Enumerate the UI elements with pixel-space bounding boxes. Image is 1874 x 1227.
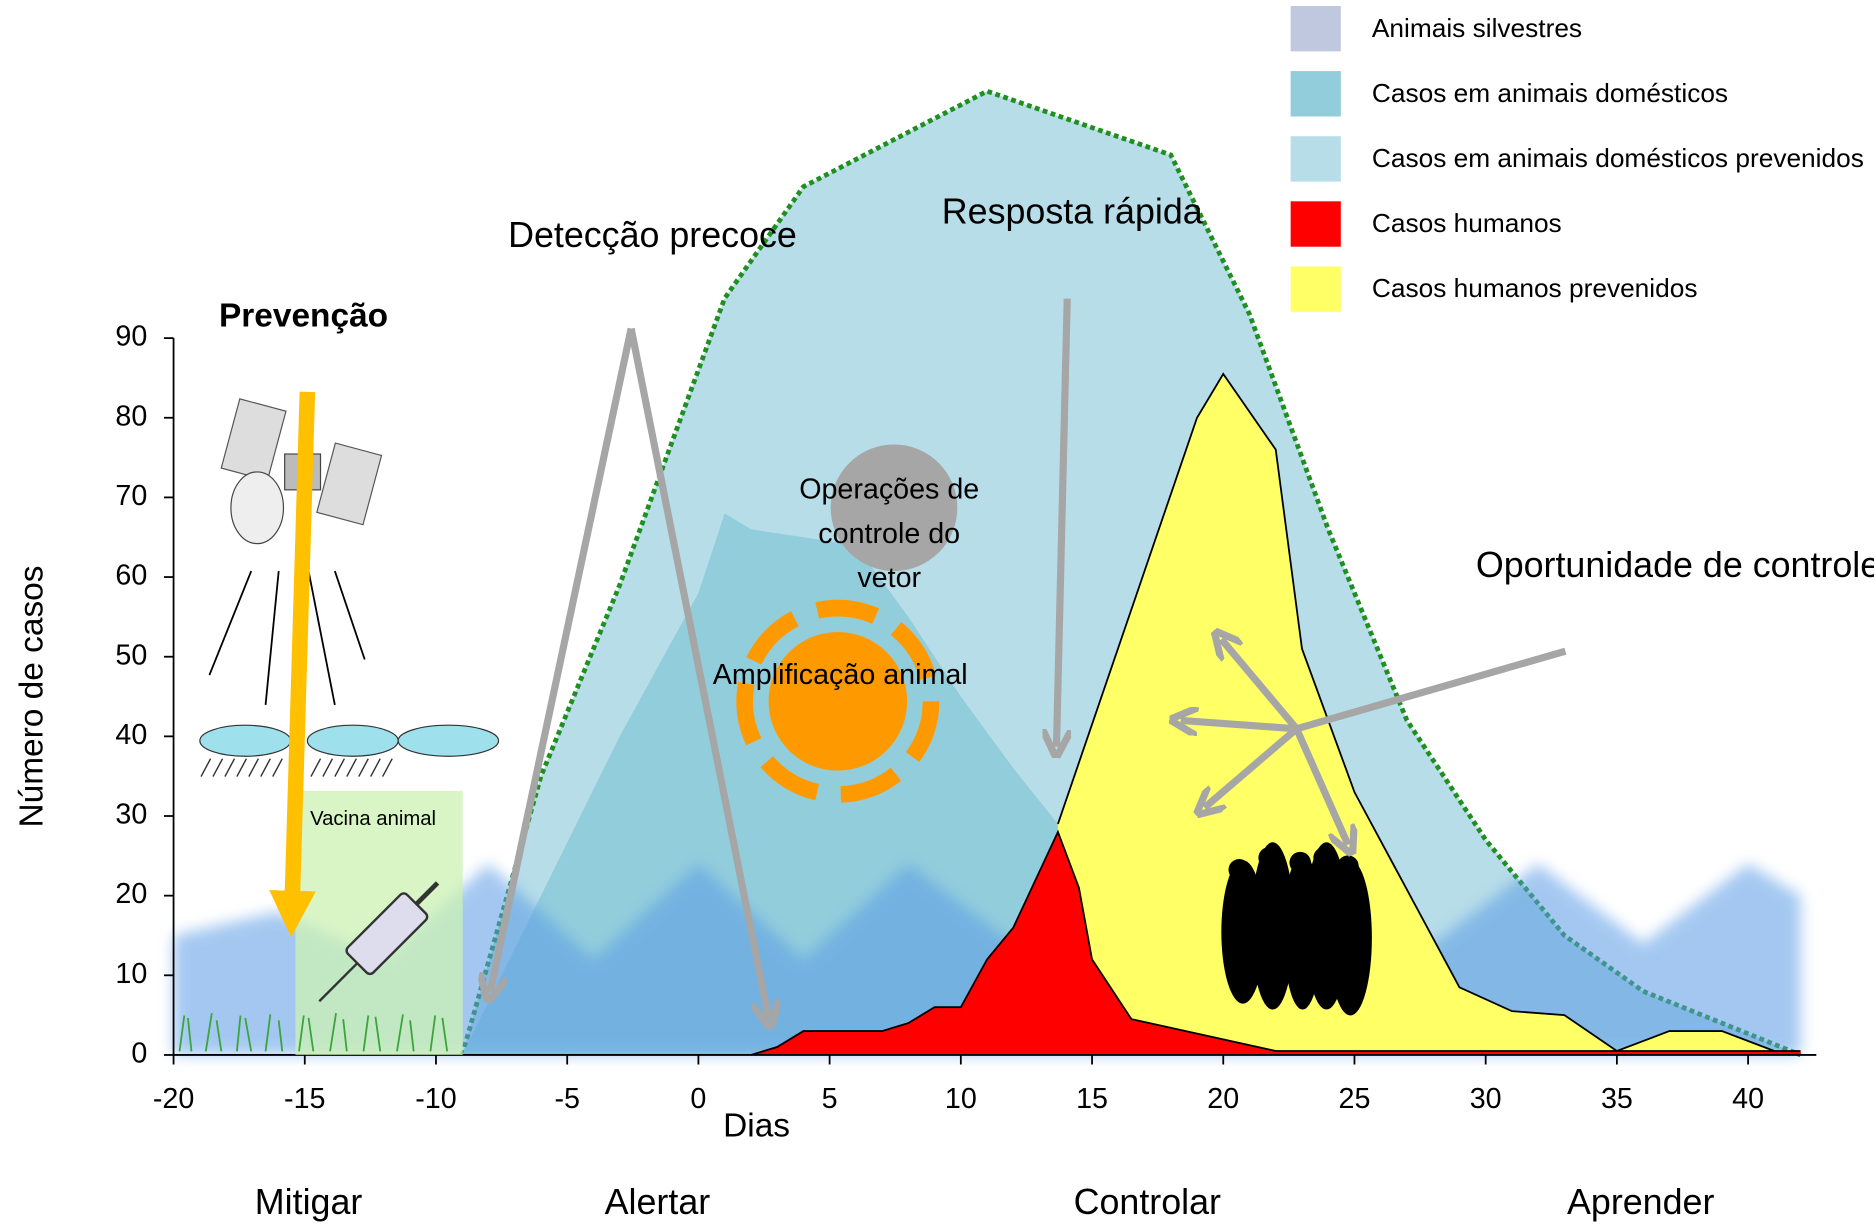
annotation: Amplificação animal — [713, 659, 968, 691]
signal-lines — [209, 571, 364, 705]
annotation: Operações de — [799, 474, 979, 506]
legend-swatch — [1291, 266, 1341, 311]
x-tick-label: 20 — [1207, 1083, 1239, 1115]
x-tick-label: 40 — [1732, 1083, 1764, 1115]
x-tick-label: 10 — [945, 1083, 977, 1115]
legend-swatch — [1291, 136, 1341, 181]
y-tick-label: 90 — [115, 321, 147, 353]
y-tick-label: 0 — [131, 1038, 147, 1070]
y-tick-label: 40 — [115, 719, 147, 751]
y-tick-label: 60 — [115, 560, 147, 592]
x-tick-label: 0 — [690, 1083, 706, 1115]
people — [1221, 842, 1372, 1015]
x-tick-label: -15 — [284, 1083, 325, 1115]
y-tick-label: 70 — [115, 480, 147, 512]
phase-label: Aprender — [1567, 1182, 1714, 1222]
phase-label: Controlar — [1074, 1182, 1221, 1222]
legend-label: Animais silvestres — [1372, 13, 1582, 43]
legend-label: Casos em animais domésticos prevenidos — [1372, 143, 1864, 173]
y-tick-label: 10 — [115, 958, 147, 990]
legend-swatch — [1291, 6, 1341, 51]
legend-label: Casos humanos — [1372, 208, 1562, 238]
legend-label: Casos humanos prevenidos — [1372, 273, 1698, 303]
legend-swatch — [1291, 201, 1341, 246]
annotation: Detecção precoce — [508, 215, 797, 255]
x-tick-label: 35 — [1601, 1083, 1633, 1115]
x-tick-label: -20 — [153, 1083, 194, 1115]
annotation: controle do — [818, 518, 960, 550]
annotation: Prevenção — [219, 298, 388, 335]
clouds — [200, 725, 499, 756]
x-tick-label: 30 — [1470, 1083, 1502, 1115]
annotation: Vacina animal — [310, 808, 436, 830]
sun — [769, 632, 908, 771]
legend-label: Casos em animais domésticos — [1372, 78, 1728, 108]
annotation: Resposta rápida — [942, 191, 1203, 231]
x-tick-label: -5 — [554, 1083, 579, 1115]
y-axis-title: Número de casos — [14, 566, 51, 828]
chart: Dias Número de casos 0102030405060708090… — [0, 0, 1874, 1227]
x-tick-label: 25 — [1339, 1083, 1371, 1115]
annotation: Oportunidade de controle — [1476, 545, 1874, 585]
y-tick-label: 80 — [115, 400, 147, 432]
x-tick-label: 15 — [1076, 1083, 1108, 1115]
annotation: vetor — [857, 562, 921, 594]
phase-label: Mitigar — [255, 1182, 363, 1222]
y-tick-label: 30 — [115, 799, 147, 831]
vector-control-circle — [831, 444, 958, 571]
legend-swatch — [1291, 71, 1341, 116]
y-tick-label: 50 — [115, 639, 147, 671]
y-tick-label: 20 — [115, 878, 147, 910]
phase-label: Alertar — [605, 1182, 711, 1222]
x-axis-title: Dias — [723, 1108, 790, 1145]
x-tick-label: 5 — [822, 1083, 838, 1115]
x-tick-label: -10 — [415, 1083, 456, 1115]
